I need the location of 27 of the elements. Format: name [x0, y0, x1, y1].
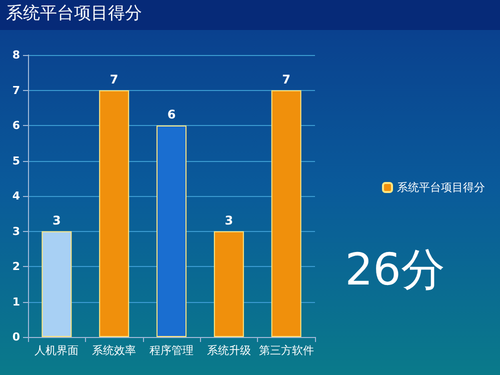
- x-tick-label: 系统升级: [206, 344, 251, 357]
- x-tick-label: 第三方软件: [258, 344, 314, 357]
- y-tick-label: 2: [12, 260, 20, 273]
- data-label: 3: [52, 213, 61, 228]
- y-tick-label: 7: [12, 84, 20, 97]
- data-label: 6: [167, 108, 176, 122]
- y-tick-label: 0: [12, 330, 20, 344]
- data-label: 3: [224, 213, 234, 228]
- y-tick-label: 1: [12, 295, 20, 308]
- chart-title: 系统平台项目得分: [6, 4, 142, 24]
- y-tick-label: 5: [12, 154, 20, 168]
- data-label: 7: [282, 72, 290, 86]
- x-tick-label: 程序管理: [150, 344, 194, 357]
- bar: [99, 90, 130, 337]
- x-tick-label: 系统效率: [92, 344, 136, 357]
- y-tick-label: 4: [12, 190, 20, 202]
- data-label: 7: [110, 72, 118, 86]
- bar: [214, 231, 244, 337]
- bar: [271, 90, 302, 337]
- x-tick-label: 人机界面: [34, 344, 79, 357]
- text: 26分: [345, 244, 445, 296]
- bar: [156, 126, 186, 337]
- y-tick-label: 8: [12, 48, 20, 62]
- bar: [42, 231, 72, 337]
- y-tick-label: 6: [12, 119, 20, 132]
- y-tick-label: 3: [12, 224, 20, 238]
- legend-label: 系统平台项目得分: [397, 181, 485, 194]
